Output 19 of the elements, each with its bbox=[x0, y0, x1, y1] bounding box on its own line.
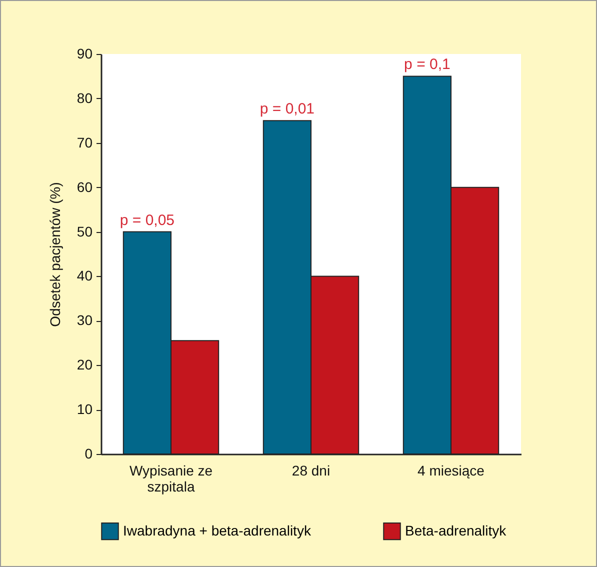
y-tick-label: 30 bbox=[76, 312, 93, 328]
x-tick-label: 28 dni bbox=[292, 462, 330, 478]
annotation: p = 0,01 bbox=[260, 100, 315, 118]
y-tick-label: 80 bbox=[76, 90, 93, 106]
annotation: p = 0,05 bbox=[120, 212, 175, 229]
annotation: p = 0,1 bbox=[404, 56, 450, 74]
y-tick-label: 20 bbox=[76, 356, 93, 373]
y-axis-title: Odsetek pacjentów (%) bbox=[46, 182, 63, 327]
y-tick-label: 10 bbox=[76, 401, 93, 418]
x-tick-label: 4 miesiące bbox=[418, 462, 485, 478]
y-tick-label: 40 bbox=[76, 268, 93, 284]
y-tick-label: 60 bbox=[76, 178, 93, 195]
legend-label: Iwabradyna + beta-adrenalityk bbox=[123, 522, 312, 538]
y-tick-label: 0 bbox=[84, 446, 93, 462]
y-tick-label: 90 bbox=[76, 46, 93, 62]
x-tick-label: Wypisanie ze szpitala bbox=[129, 462, 213, 494]
y-tick-label: 70 bbox=[76, 134, 93, 150]
legend-label: Beta-adrenalityk bbox=[405, 522, 508, 538]
y-tick-label: 50 bbox=[76, 223, 93, 240]
